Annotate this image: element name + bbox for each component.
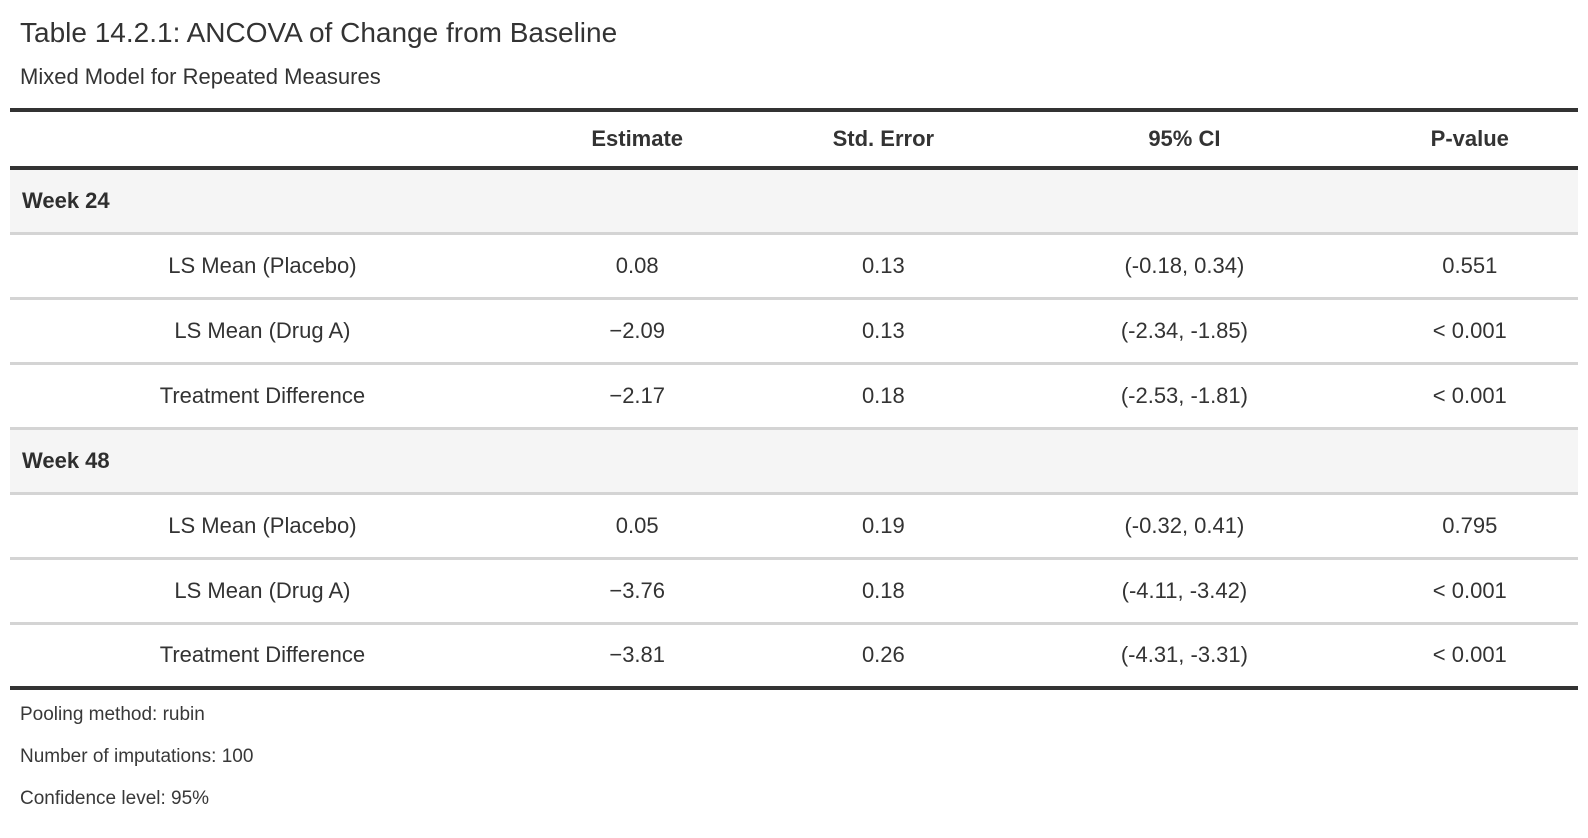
std-error-cell: 0.19 <box>759 491 1008 558</box>
header-row: Estimate Std. Error 95% CI P-value <box>10 110 1578 170</box>
table-row: LS Mean (Drug A) −2.09 0.13 (-2.34, -1.8… <box>10 296 1578 363</box>
ci-cell: (-0.18, 0.34) <box>1007 231 1362 298</box>
ci-cell: (-4.11, -3.42) <box>1007 556 1362 623</box>
table-header: Estimate Std. Error 95% CI P-value <box>10 110 1578 170</box>
group-row-week-24: Week 24 <box>10 168 1578 233</box>
p-value-cell: < 0.001 <box>1361 361 1578 428</box>
group-label: Week 48 <box>10 426 1578 493</box>
table-footnotes: Pooling method: rubin Number of imputati… <box>10 690 1578 810</box>
p-value-cell: 0.795 <box>1361 491 1578 558</box>
footnote-confidence-level: Confidence level: 95% <box>20 788 210 809</box>
std-error-cell: 0.18 <box>759 556 1008 623</box>
row-label-cell: Treatment Difference <box>10 361 515 428</box>
footnote-pooling-method: Pooling method: rubin <box>20 704 205 725</box>
std-error-cell: 0.26 <box>759 621 1008 688</box>
table-heading: Table 14.2.1: ANCOVA of Change from Base… <box>10 0 1578 92</box>
ci-cell: (-2.34, -1.85) <box>1007 296 1362 363</box>
p-value-cell: < 0.001 <box>1361 621 1578 688</box>
table-row: Treatment Difference −2.17 0.18 (-2.53, … <box>10 361 1578 428</box>
p-value-cell: < 0.001 <box>1361 556 1578 623</box>
row-label-cell: LS Mean (Drug A) <box>10 296 515 363</box>
estimate-cell: −2.09 <box>514 296 760 363</box>
p-value-cell: < 0.001 <box>1361 296 1578 363</box>
column-header-p-value: P-value <box>1361 110 1578 170</box>
ancova-results-table: Estimate Std. Error 95% CI P-value Week … <box>10 108 1578 690</box>
estimate-cell: −2.17 <box>514 361 760 428</box>
table-row: LS Mean (Placebo) 0.08 0.13 (-0.18, 0.34… <box>10 231 1578 298</box>
group-label: Week 24 <box>10 168 1578 233</box>
table-row: Treatment Difference −3.81 0.26 (-4.31, … <box>10 621 1578 688</box>
page-subtitle: Mixed Model for Repeated Measures <box>20 64 381 89</box>
row-label-cell: Treatment Difference <box>10 621 515 688</box>
table-row: LS Mean (Drug A) −3.76 0.18 (-4.11, -3.4… <box>10 556 1578 623</box>
column-header-estimate: Estimate <box>514 110 760 170</box>
page-title: Table 14.2.1: ANCOVA of Change from Base… <box>20 17 618 48</box>
ci-cell: (-0.32, 0.41) <box>1007 491 1362 558</box>
column-header-std-error: Std. Error <box>759 110 1008 170</box>
report-page: Table 14.2.1: ANCOVA of Change from Base… <box>10 0 1578 810</box>
std-error-cell: 0.13 <box>759 296 1008 363</box>
table-row: LS Mean (Placebo) 0.05 0.19 (-0.32, 0.41… <box>10 491 1578 558</box>
column-header-ci: 95% CI <box>1007 110 1362 170</box>
ci-cell: (-2.53, -1.81) <box>1007 361 1362 428</box>
estimate-cell: −3.81 <box>514 621 760 688</box>
estimate-cell: −3.76 <box>514 556 760 623</box>
footnote-imputations: Number of imputations: 100 <box>20 746 254 767</box>
std-error-cell: 0.18 <box>759 361 1008 428</box>
ci-cell: (-4.31, -3.31) <box>1007 621 1362 688</box>
group-row-week-48: Week 48 <box>10 426 1578 493</box>
estimate-cell: 0.08 <box>514 231 760 298</box>
row-label-cell: LS Mean (Placebo) <box>10 231 515 298</box>
table-body: Week 24 LS Mean (Placebo) 0.08 0.13 (-0.… <box>10 168 1578 688</box>
row-label-cell: LS Mean (Placebo) <box>10 491 515 558</box>
p-value-cell: 0.551 <box>1361 231 1578 298</box>
column-header-stub <box>10 110 515 170</box>
row-label-cell: LS Mean (Drug A) <box>10 556 515 623</box>
estimate-cell: 0.05 <box>514 491 760 558</box>
std-error-cell: 0.13 <box>759 231 1008 298</box>
